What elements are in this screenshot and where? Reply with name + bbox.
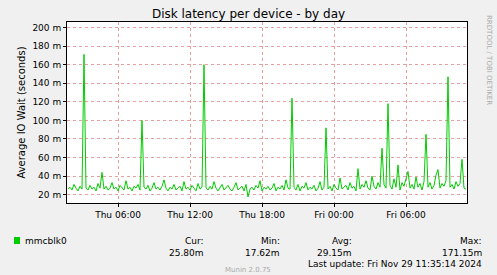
- svg-text:Fri 06:00: Fri 06:00: [386, 210, 426, 220]
- svg-text:Fri 00:00: Fri 00:00: [314, 210, 354, 220]
- svg-text:Cur:: Cur:: [185, 236, 204, 246]
- svg-text:140 m: 140 m: [32, 78, 61, 88]
- svg-text:171.15m: 171.15m: [442, 248, 482, 258]
- svg-text:RRDTOOL / TOBI OETIKER: RRDTOOL / TOBI OETIKER: [485, 15, 493, 105]
- svg-text:120 m: 120 m: [32, 97, 61, 107]
- svg-text:25.80m: 25.80m: [169, 248, 204, 258]
- svg-text:60 m: 60 m: [38, 153, 61, 163]
- svg-text:Thu 18:00: Thu 18:00: [238, 210, 285, 220]
- svg-text:Avg:: Avg:: [332, 236, 352, 246]
- svg-text:Min:: Min:: [261, 236, 280, 246]
- svg-text:100 m: 100 m: [32, 116, 61, 126]
- svg-text:Average IO Wait (seconds): Average IO Wait (seconds): [16, 46, 27, 178]
- svg-text:29.15m: 29.15m: [317, 248, 352, 258]
- svg-text:180 m: 180 m: [32, 41, 61, 51]
- svg-text:Thu 06:00: Thu 06:00: [94, 210, 141, 220]
- svg-text:Disk latency per device - by d: Disk latency per device - by day: [152, 7, 345, 21]
- svg-text:80 m: 80 m: [38, 134, 61, 144]
- svg-text:40 m: 40 m: [38, 171, 61, 181]
- svg-text:200 m: 200 m: [32, 23, 61, 33]
- svg-text:20 m: 20 m: [38, 190, 61, 200]
- svg-text:Thu 12:00: Thu 12:00: [166, 210, 213, 220]
- svg-text:Last update: Fri Nov 29 11:35:: Last update: Fri Nov 29 11:35:14 2024: [308, 259, 482, 269]
- svg-text:mmcblk0: mmcblk0: [25, 236, 67, 246]
- svg-text:Munin 2.0.75: Munin 2.0.75: [225, 266, 271, 274]
- svg-text:160 m: 160 m: [32, 60, 61, 70]
- svg-text:17.62m: 17.62m: [245, 248, 280, 258]
- svg-text:Max:: Max:: [460, 236, 482, 246]
